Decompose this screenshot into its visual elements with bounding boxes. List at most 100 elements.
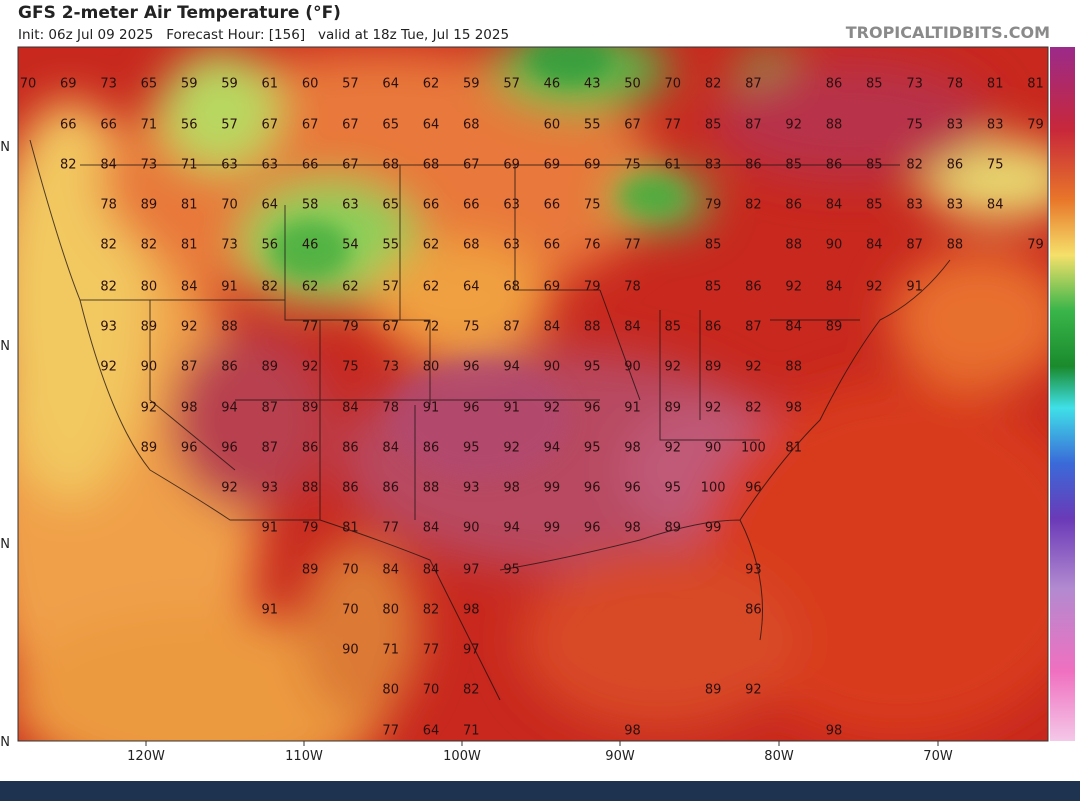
temperature-label: 71 — [141, 118, 158, 133]
boundaries — [29, 139, 951, 701]
temperature-label: 88 — [423, 481, 440, 496]
temperature-label: 91 — [262, 603, 279, 618]
temperature-label: 91 — [503, 401, 520, 416]
temperature-label: 89 — [826, 320, 843, 335]
temperature-label: 98 — [624, 441, 641, 456]
temperature-label: 90 — [624, 360, 641, 375]
lat-label: N — [0, 735, 10, 750]
temperature-label: 55 — [382, 238, 399, 253]
temperature-label: 73 — [100, 77, 117, 92]
lon-label: 120W — [127, 749, 165, 764]
lat-label: N — [0, 339, 10, 354]
temperature-label: 88 — [785, 360, 802, 375]
temperature-label: 86 — [947, 158, 964, 173]
temperature-label: 77 — [302, 320, 319, 335]
temperature-label: 67 — [342, 118, 359, 133]
temperature-label: 73 — [382, 360, 399, 375]
temperature-label: 65 — [141, 77, 158, 92]
title: GFS 2-meter Air Temperature (°F) — [18, 3, 341, 23]
temperature-label: 69 — [584, 158, 601, 173]
temperature-label: 88 — [221, 320, 238, 335]
temperature-label: 89 — [705, 360, 722, 375]
temperature-label: 75 — [584, 198, 601, 213]
temperature-label: 82 — [745, 401, 762, 416]
temperature-label: 85 — [866, 77, 883, 92]
temperature-label: 84 — [826, 280, 843, 295]
temperature-label: 81 — [785, 441, 802, 456]
lat-label: N — [0, 140, 10, 155]
temperature-label: 82 — [745, 198, 762, 213]
temperature-label: 86 — [745, 280, 762, 295]
temperature-label: 98 — [826, 724, 843, 739]
temperature-label: 98 — [785, 401, 802, 416]
temperature-label: 96 — [584, 401, 601, 416]
temperature-label: 78 — [100, 198, 117, 213]
temperature-label: 64 — [423, 118, 440, 133]
temperature-label: 98 — [463, 603, 480, 618]
temperature-label: 66 — [463, 198, 480, 213]
temperature-label: 83 — [947, 198, 964, 213]
temperature-label: 91 — [262, 521, 279, 536]
temperature-label: 95 — [584, 360, 601, 375]
temperature-label: 89 — [262, 360, 279, 375]
temperature-label: 82 — [463, 683, 480, 698]
temperature-label: 82 — [262, 280, 279, 295]
temperature-label: 91 — [624, 401, 641, 416]
temperature-label: 77 — [423, 643, 440, 658]
temperature-label: 92 — [221, 481, 238, 496]
temperature-label: 81 — [987, 77, 1004, 92]
temperature-label: 77 — [665, 118, 682, 133]
temperature-label: 60 — [302, 77, 319, 92]
temperature-label: 90 — [141, 360, 158, 375]
temperature-label: 88 — [302, 481, 319, 496]
temperature-label: 84 — [544, 320, 561, 335]
lon-label: 80W — [764, 749, 794, 764]
temperature-label: 93 — [100, 320, 117, 335]
temperature-label: 86 — [785, 198, 802, 213]
temperature-label: 68 — [423, 158, 440, 173]
temperature-label: 93 — [463, 481, 480, 496]
temperature-label: 90 — [463, 521, 480, 536]
temperature-label: 57 — [382, 280, 399, 295]
temperature-label: 88 — [826, 118, 843, 133]
temperature-label: 69 — [544, 158, 561, 173]
temperature-label: 86 — [745, 603, 762, 618]
map-frame — [17, 46, 1049, 742]
temperature-label: 64 — [423, 724, 440, 739]
temperature-label: 84 — [342, 401, 359, 416]
temperature-label: 91 — [906, 280, 923, 295]
temperature-label: 96 — [745, 481, 762, 496]
temperature-label: 82 — [100, 238, 117, 253]
temperature-label: 75 — [624, 158, 641, 173]
temperature-label: 61 — [665, 158, 682, 173]
temperature-label: 84 — [423, 521, 440, 536]
temperature-label: 89 — [141, 320, 158, 335]
temperature-label: 95 — [503, 563, 520, 578]
temperature-label: 98 — [181, 401, 198, 416]
temperature-label: 63 — [503, 238, 520, 253]
temperature-label: 79 — [584, 280, 601, 295]
temperature-label: 84 — [100, 158, 117, 173]
temperature-label: 89 — [302, 563, 319, 578]
temperature-label: 99 — [544, 481, 561, 496]
temperature-label: 98 — [624, 724, 641, 739]
temperature-label: 86 — [382, 481, 399, 496]
lat-label: N — [0, 537, 10, 552]
temperature-label: 61 — [262, 77, 279, 92]
temperature-label: 82 — [141, 238, 158, 253]
lon-label: 90W — [605, 749, 635, 764]
temperature-label: 93 — [745, 563, 762, 578]
temperature-label: 68 — [463, 238, 480, 253]
temperature-label: 70 — [423, 683, 440, 698]
temperature-label: 86 — [342, 441, 359, 456]
temperature-label: 62 — [423, 238, 440, 253]
temperature-label: 79 — [1027, 238, 1044, 253]
temperature-label: 89 — [665, 521, 682, 536]
temperature-label: 75 — [342, 360, 359, 375]
temperature-label: 84 — [423, 563, 440, 578]
temperature-label: 93 — [262, 481, 279, 496]
temperature-label: 89 — [141, 198, 158, 213]
temperature-label: 84 — [785, 320, 802, 335]
temperature-label: 79 — [342, 320, 359, 335]
